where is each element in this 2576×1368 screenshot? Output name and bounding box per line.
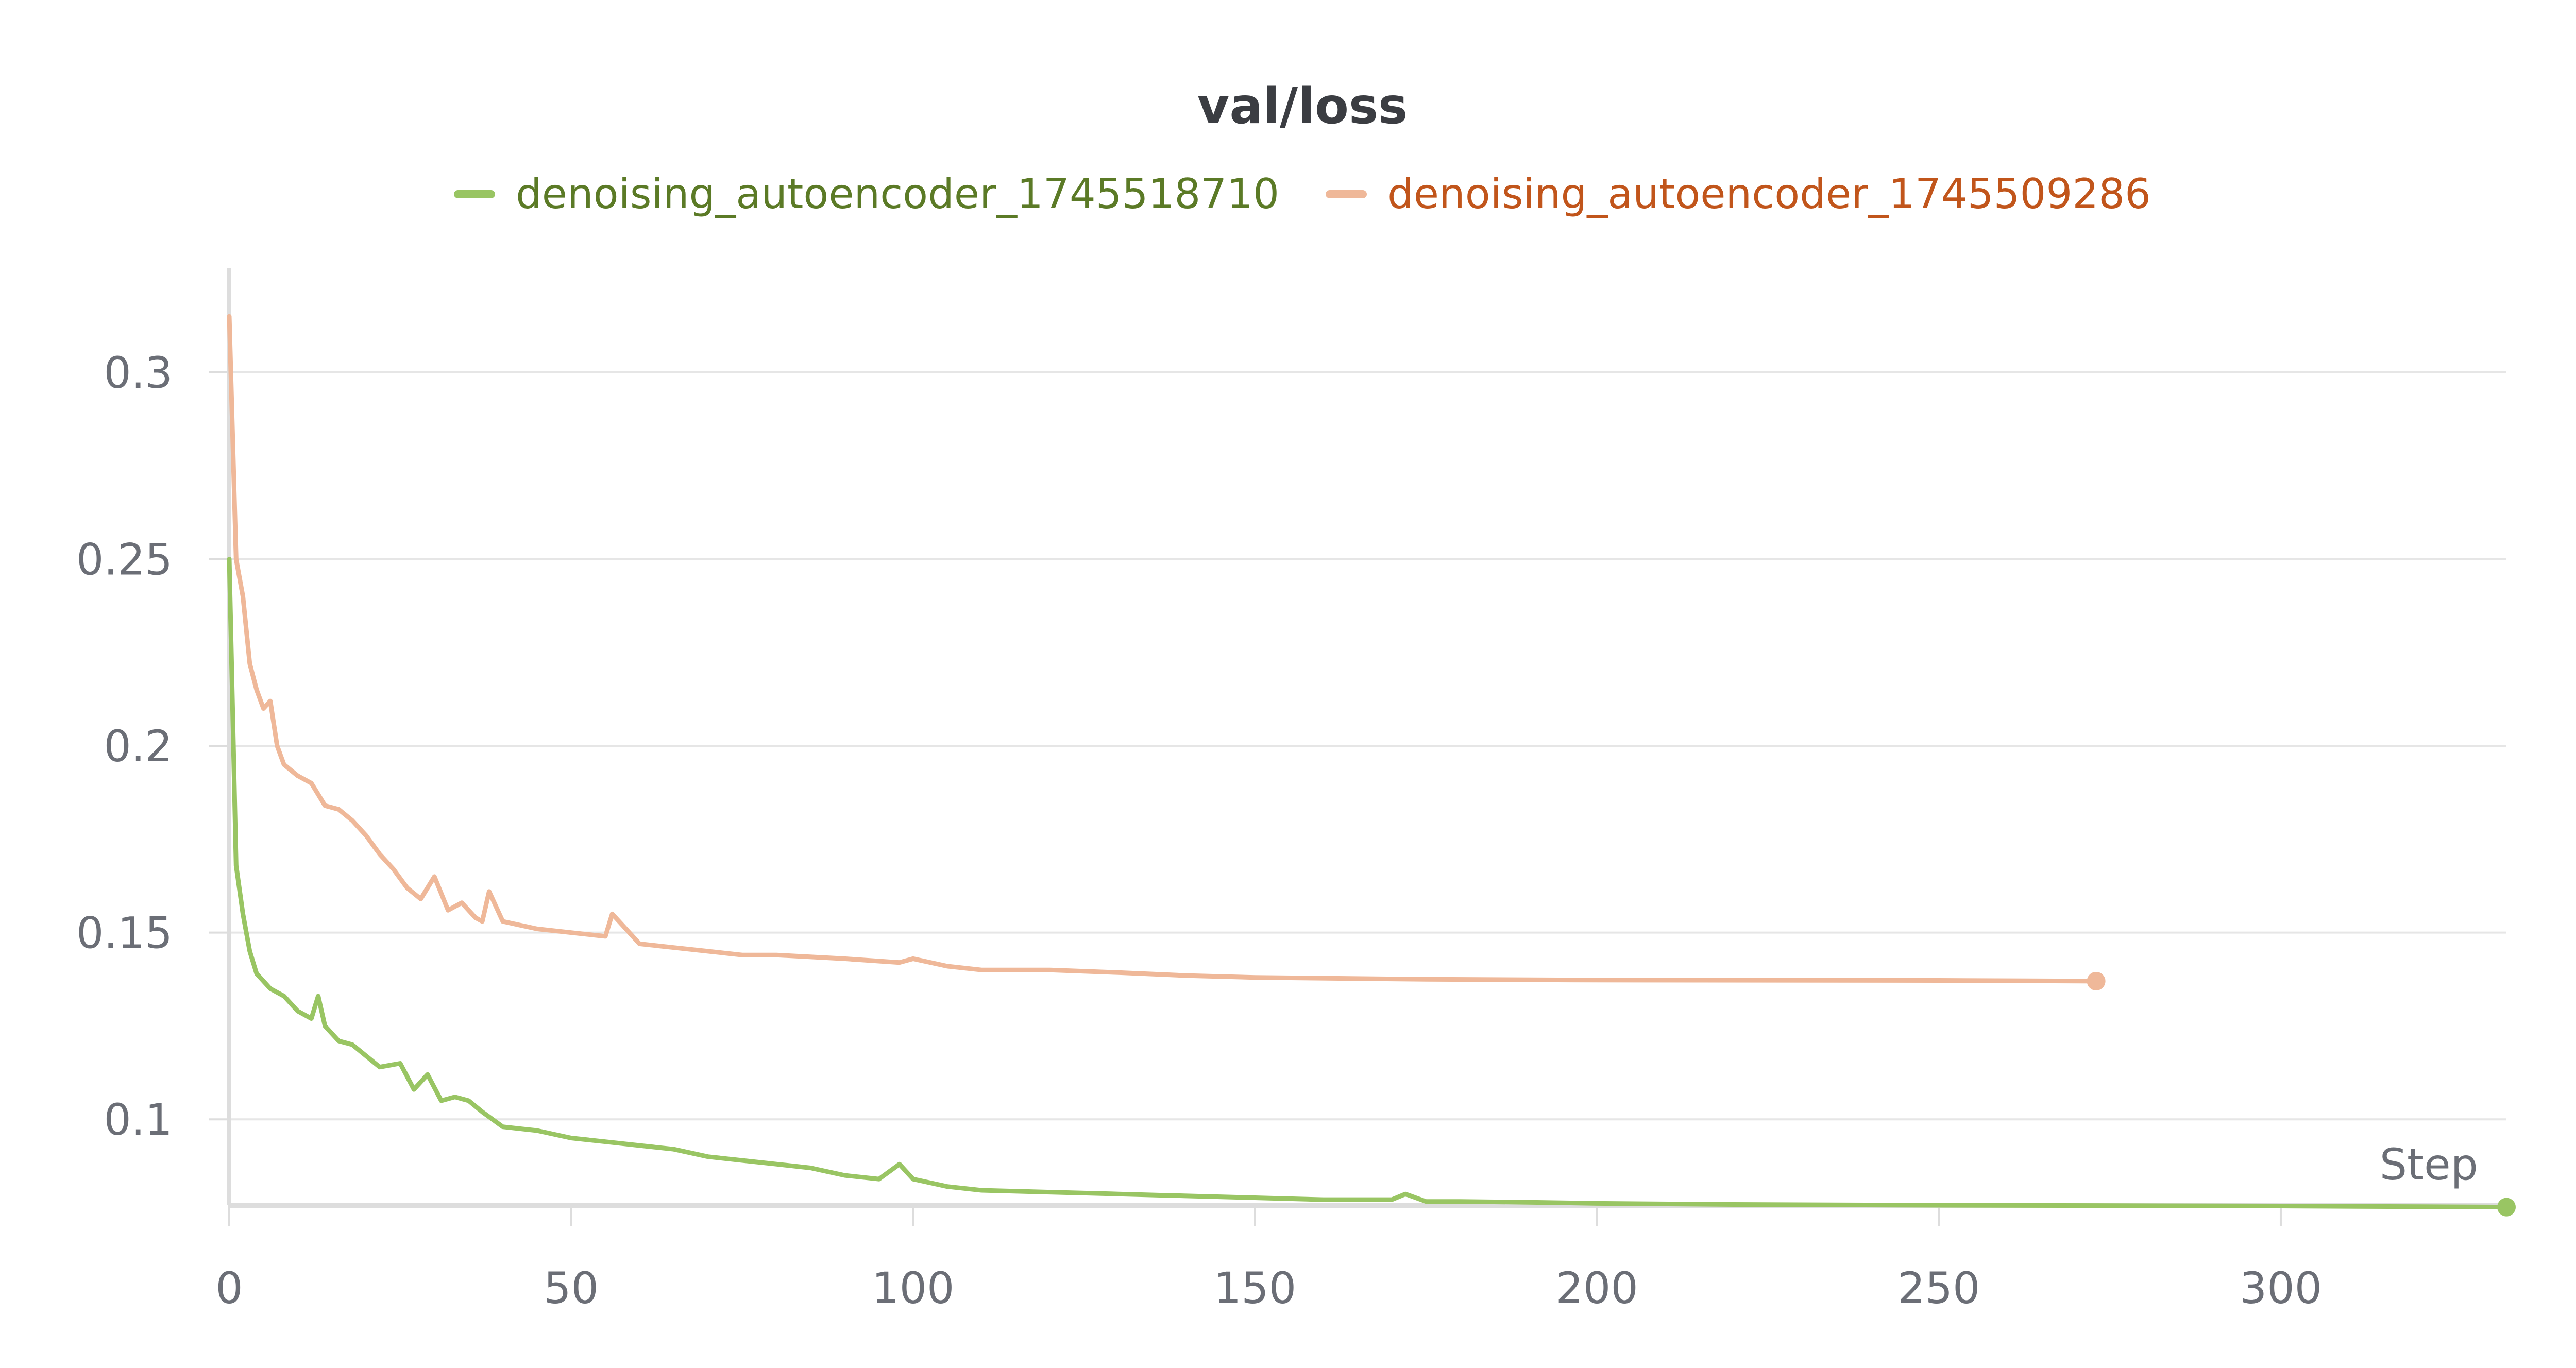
series-end-marker [2087,971,2106,990]
y-tick-label: 0.2 [104,721,173,772]
legend-swatch [1326,190,1367,198]
legend-item-series-1[interactable]: denoising_autoencoder_1745518710 [453,170,1279,218]
x-tick-label: 150 [1214,1263,1296,1313]
series-line [227,314,2099,984]
y-tick-label: 0.3 [104,348,173,398]
tick-labels: 0.1 0.15 0.2 0.25 0.3 0 50 100 150 200 250 300 Step [76,348,2478,1313]
y-tick-label: 0.1 [104,1095,173,1145]
x-tick-label: 300 [2240,1263,2322,1313]
grid [229,371,2506,1121]
legend-swatch [453,190,495,198]
legend-label: denoising_autoencoder_1745518710 [515,170,1279,218]
series-line [227,557,2509,1210]
y-tick-label: 0.15 [76,908,173,959]
x-tick-label: 200 [1555,1263,1638,1313]
x-tick-label: 0 [215,1263,243,1313]
y-tick-label: 0.25 [76,535,173,585]
legend: denoising_autoencoder_1745518710 denoisi… [0,170,2576,218]
series-layer [227,314,2516,1217]
legend-label: denoising_autoencoder_1745509286 [1387,170,2151,218]
x-tick-label: 100 [872,1263,954,1313]
legend-item-series-2[interactable]: denoising_autoencoder_1745509286 [1326,170,2151,218]
x-axis-label: Step [2380,1139,2478,1190]
x-tick-label: 50 [544,1263,599,1313]
x-tick-label: 250 [1897,1263,1980,1313]
series-end-marker [2497,1198,2516,1217]
chart-title: val/loss [1197,77,1408,135]
